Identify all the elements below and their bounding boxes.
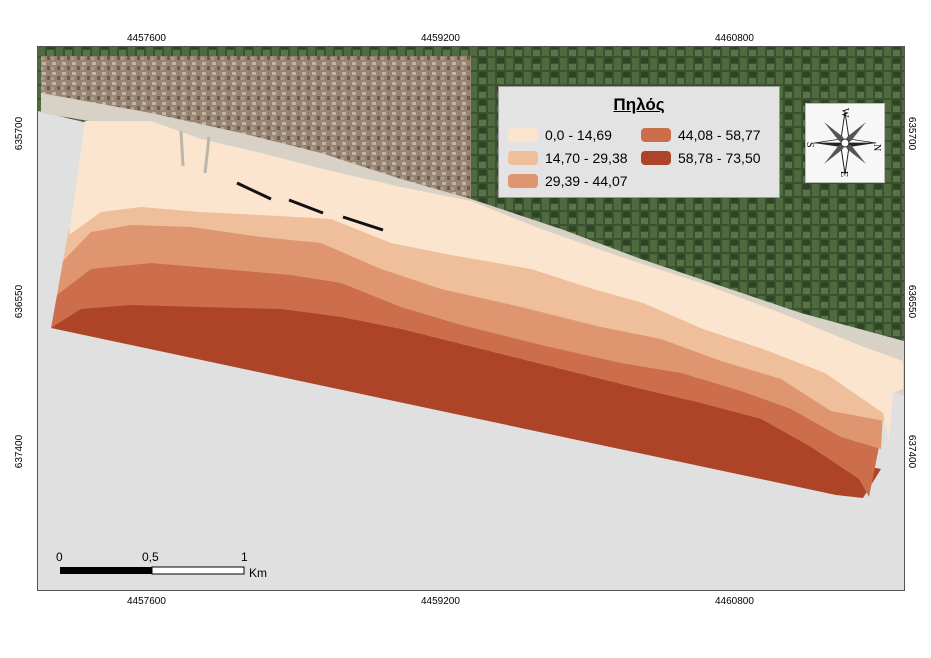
legend-swatch-3 (508, 174, 538, 188)
legend-swatch-4 (641, 128, 671, 142)
clay-zone-5 (51, 299, 881, 498)
clay-zone-2 (63, 201, 889, 421)
legend-label-2: 14,70 - 29,38 (545, 150, 628, 166)
y-tick-right-2: 636550 (906, 284, 918, 319)
legend-swatch-1 (508, 128, 538, 142)
breakwater-1 (236, 181, 272, 201)
scale-bar (60, 566, 245, 575)
harbour-pier-1 (179, 130, 185, 167)
legend-label-1: 0,0 - 14,69 (545, 127, 612, 143)
scale-label-0: 0 (56, 550, 63, 564)
x-tick-bottom-2: 4459200 (421, 596, 460, 607)
clay-zone-1 (69, 121, 903, 441)
legend-swatch-5 (641, 151, 671, 165)
x-tick-top-1: 4457600 (127, 33, 166, 44)
legend-item-1: 0,0 - 14,69 (508, 125, 612, 145)
legend-item-4: 44,08 - 58,77 (641, 125, 761, 145)
compass-rose-icon: N S E W (804, 103, 885, 183)
compass-letter-w: W (839, 108, 850, 118)
legend-title: Πηλός (613, 95, 665, 114)
scale-unit: Km (249, 566, 267, 580)
compass-letter-n: N (871, 144, 882, 151)
x-tick-top-3: 4460800 (715, 33, 754, 44)
x-tick-bottom-1: 4457600 (127, 596, 166, 607)
legend: Πηλός 0,0 - 14,69 14,70 - 29,38 29,39 - … (498, 86, 780, 198)
legend-swatch-2 (508, 151, 538, 165)
x-tick-top-2: 4459200 (421, 33, 460, 44)
legend-label-3: 29,39 - 44,07 (545, 173, 628, 189)
compass-letter-s: S (806, 142, 815, 148)
legend-label-4: 44,08 - 58,77 (678, 127, 761, 143)
legend-item-3: 29,39 - 44,07 (508, 171, 628, 191)
legend-item-2: 14,70 - 29,38 (508, 148, 628, 168)
urban-area (41, 56, 471, 201)
clay-zone-3 (57, 219, 883, 449)
legend-item-5: 58,78 - 73,50 (641, 148, 761, 168)
scale-label-1: 1 (241, 550, 248, 564)
y-tick-left-1: 635700 (14, 116, 26, 151)
harbour-pier-2 (203, 136, 211, 174)
compass-graphic: N S E W (804, 108, 882, 177)
breakwater-2 (288, 198, 324, 215)
x-tick-bottom-3: 4460800 (715, 596, 754, 607)
y-tick-right-3: 637400 (906, 434, 918, 469)
breakwater-3 (342, 215, 384, 232)
compass-letter-e: E (838, 171, 849, 177)
clay-zone-4 (51, 257, 881, 497)
y-tick-left-3: 637400 (14, 434, 26, 469)
scale-label-half: 0,5 (142, 550, 159, 564)
y-tick-right-1: 635700 (906, 116, 918, 151)
legend-label-5: 58,78 - 73,50 (678, 150, 761, 166)
y-tick-left-2: 636550 (14, 284, 26, 319)
